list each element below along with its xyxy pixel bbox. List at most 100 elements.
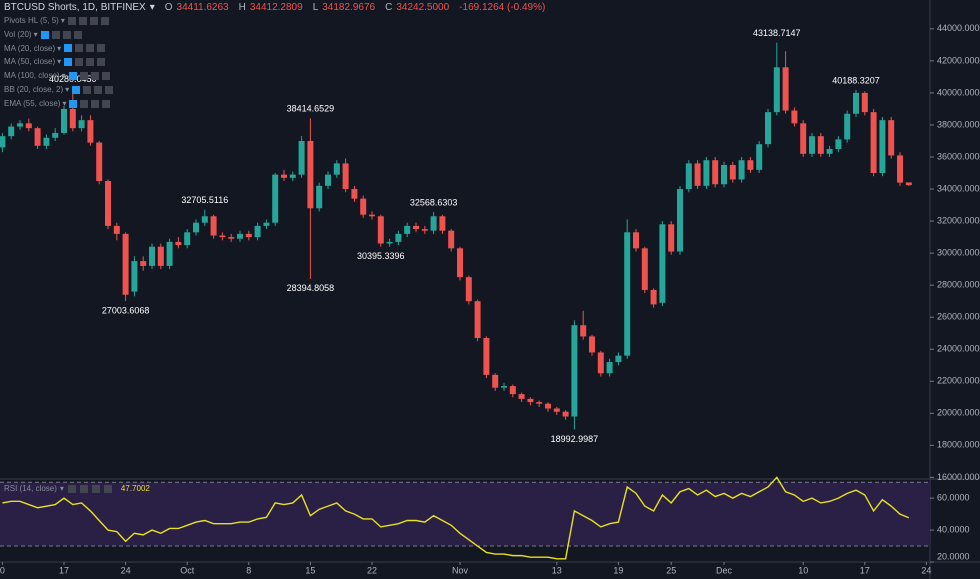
pivot-label: 38414.6529 — [285, 103, 336, 116]
icon[interactable] — [72, 85, 81, 94]
icon[interactable] — [64, 44, 73, 53]
icon[interactable] — [89, 16, 98, 25]
change: -169.1264 (-0.49%) — [459, 1, 546, 13]
indicator-name[interactable]: BB (20, close, 2) — [4, 84, 64, 94]
dropdown[interactable]: ▾ — [57, 57, 62, 67]
dropdown[interactable]: ▾ — [62, 98, 67, 108]
icon[interactable] — [67, 16, 76, 25]
candle-body — [342, 163, 349, 190]
candle-body — [421, 229, 428, 231]
dropdown[interactable]: ▾ — [65, 84, 70, 94]
dropdown[interactable]: ▾ — [33, 29, 38, 39]
candle-body — [545, 403, 551, 409]
icon[interactable] — [62, 30, 71, 39]
indicator-name[interactable]: MA (100, close) — [4, 71, 60, 81]
icon[interactable] — [86, 44, 95, 53]
pivot-label-bg — [549, 433, 600, 446]
indicator-list: Pivots HL (5, 5) ▾ Vol (20) ▾ MA (20, close)… — [4, 14, 114, 111]
pivot-label: 40188.3207 — [831, 74, 881, 87]
pivot-label-text: 32568.6303 — [410, 197, 458, 207]
icon[interactable] — [75, 58, 84, 67]
icon[interactable] — [97, 58, 106, 67]
symbol[interactable]: BTCUSD Shorts, 1D, BITFINEX — [4, 1, 146, 13]
indicator-row: EMA (55, close) ▾ — [4, 97, 113, 111]
candle-body — [606, 362, 613, 374]
candle-body — [289, 174, 296, 178]
icon[interactable] — [90, 72, 99, 81]
pivot-label-bg — [408, 196, 459, 209]
icon[interactable] — [68, 72, 77, 81]
icon[interactable] — [100, 16, 109, 25]
indicator-name[interactable]: Vol (20) — [4, 29, 32, 39]
icon[interactable] — [83, 85, 92, 94]
candle-body — [905, 182, 912, 186]
candle-body — [738, 160, 745, 180]
y-tick-label: 40000.0000 — [937, 87, 980, 97]
icon[interactable] — [97, 44, 106, 53]
candle-body — [712, 160, 719, 185]
candle-body — [333, 163, 340, 175]
dropdown[interactable]: ▾ — [59, 484, 64, 493]
icon[interactable] — [94, 85, 103, 94]
rsi-band — [0, 482, 930, 547]
icon[interactable] — [75, 44, 84, 53]
indicator-name[interactable]: MA (50, close) — [4, 57, 56, 67]
icon[interactable] — [79, 484, 88, 493]
indicator-name[interactable]: EMA (55, close) — [4, 98, 61, 108]
icon[interactable] — [40, 30, 49, 39]
y-tick-label: 26000.0000 — [937, 312, 980, 322]
icon[interactable] — [102, 99, 111, 108]
candle-body — [166, 241, 173, 266]
pivot-label-bg — [285, 282, 336, 295]
pivot-label-text: 30395.3396 — [357, 251, 405, 261]
y-tick-label: 16000.0000 — [937, 472, 980, 482]
pivot-label-text: 32705.5116 — [181, 195, 228, 205]
indicator-row: BB (20, close, 2) ▾ — [4, 83, 114, 97]
icon[interactable] — [64, 58, 73, 67]
icon[interactable] — [91, 99, 100, 108]
icon[interactable] — [101, 72, 110, 81]
candle-body — [404, 225, 411, 234]
candle-body — [509, 386, 516, 395]
icon[interactable] — [67, 484, 76, 493]
rsi-title[interactable]: RSI (14, close) — [4, 484, 57, 493]
icon[interactable] — [86, 58, 95, 67]
ohlc-value: 34242.5000 — [396, 1, 450, 13]
dropdown[interactable]: ▾ — [60, 16, 65, 25]
dropdown[interactable]: ▾ — [61, 71, 66, 81]
icon[interactable] — [91, 484, 100, 493]
candle-body — [809, 136, 815, 154]
rsi-legend: RSI (14, close) ▾ 47.7002 — [4, 484, 150, 493]
indicator-row: MA (20, close) ▾ — [4, 42, 113, 56]
candle-body — [25, 123, 32, 129]
icon[interactable] — [80, 99, 89, 108]
icon[interactable] — [73, 30, 82, 39]
candle-body — [668, 224, 675, 252]
candle-body — [263, 222, 270, 226]
candle-body — [571, 325, 578, 417]
candle-body — [386, 241, 393, 244]
candle-body — [861, 92, 868, 113]
icon[interactable] — [51, 30, 60, 39]
icon[interactable] — [103, 484, 112, 493]
candle-body — [782, 67, 789, 111]
icon[interactable] — [78, 16, 87, 25]
candle-body — [729, 165, 736, 180]
candle-body — [879, 120, 886, 174]
candle-body — [140, 261, 147, 266]
indicator-name[interactable]: Pivots HL (5, 5) — [4, 16, 59, 25]
ohlc-key: O — [164, 1, 173, 13]
y-tick-label: 32000.0000 — [937, 215, 980, 225]
candle-body — [316, 185, 323, 209]
ohlc-key: C — [385, 1, 393, 13]
dropdown[interactable]: ▾ — [149, 1, 155, 13]
dropdown[interactable]: ▾ — [57, 43, 62, 53]
candle-body — [888, 120, 895, 156]
icon[interactable] — [79, 72, 88, 81]
candle-body — [448, 230, 455, 249]
indicator-name[interactable]: MA (20, close) — [4, 43, 56, 53]
candle-body — [105, 181, 111, 226]
icon[interactable] — [69, 99, 78, 108]
icon[interactable] — [105, 85, 114, 94]
